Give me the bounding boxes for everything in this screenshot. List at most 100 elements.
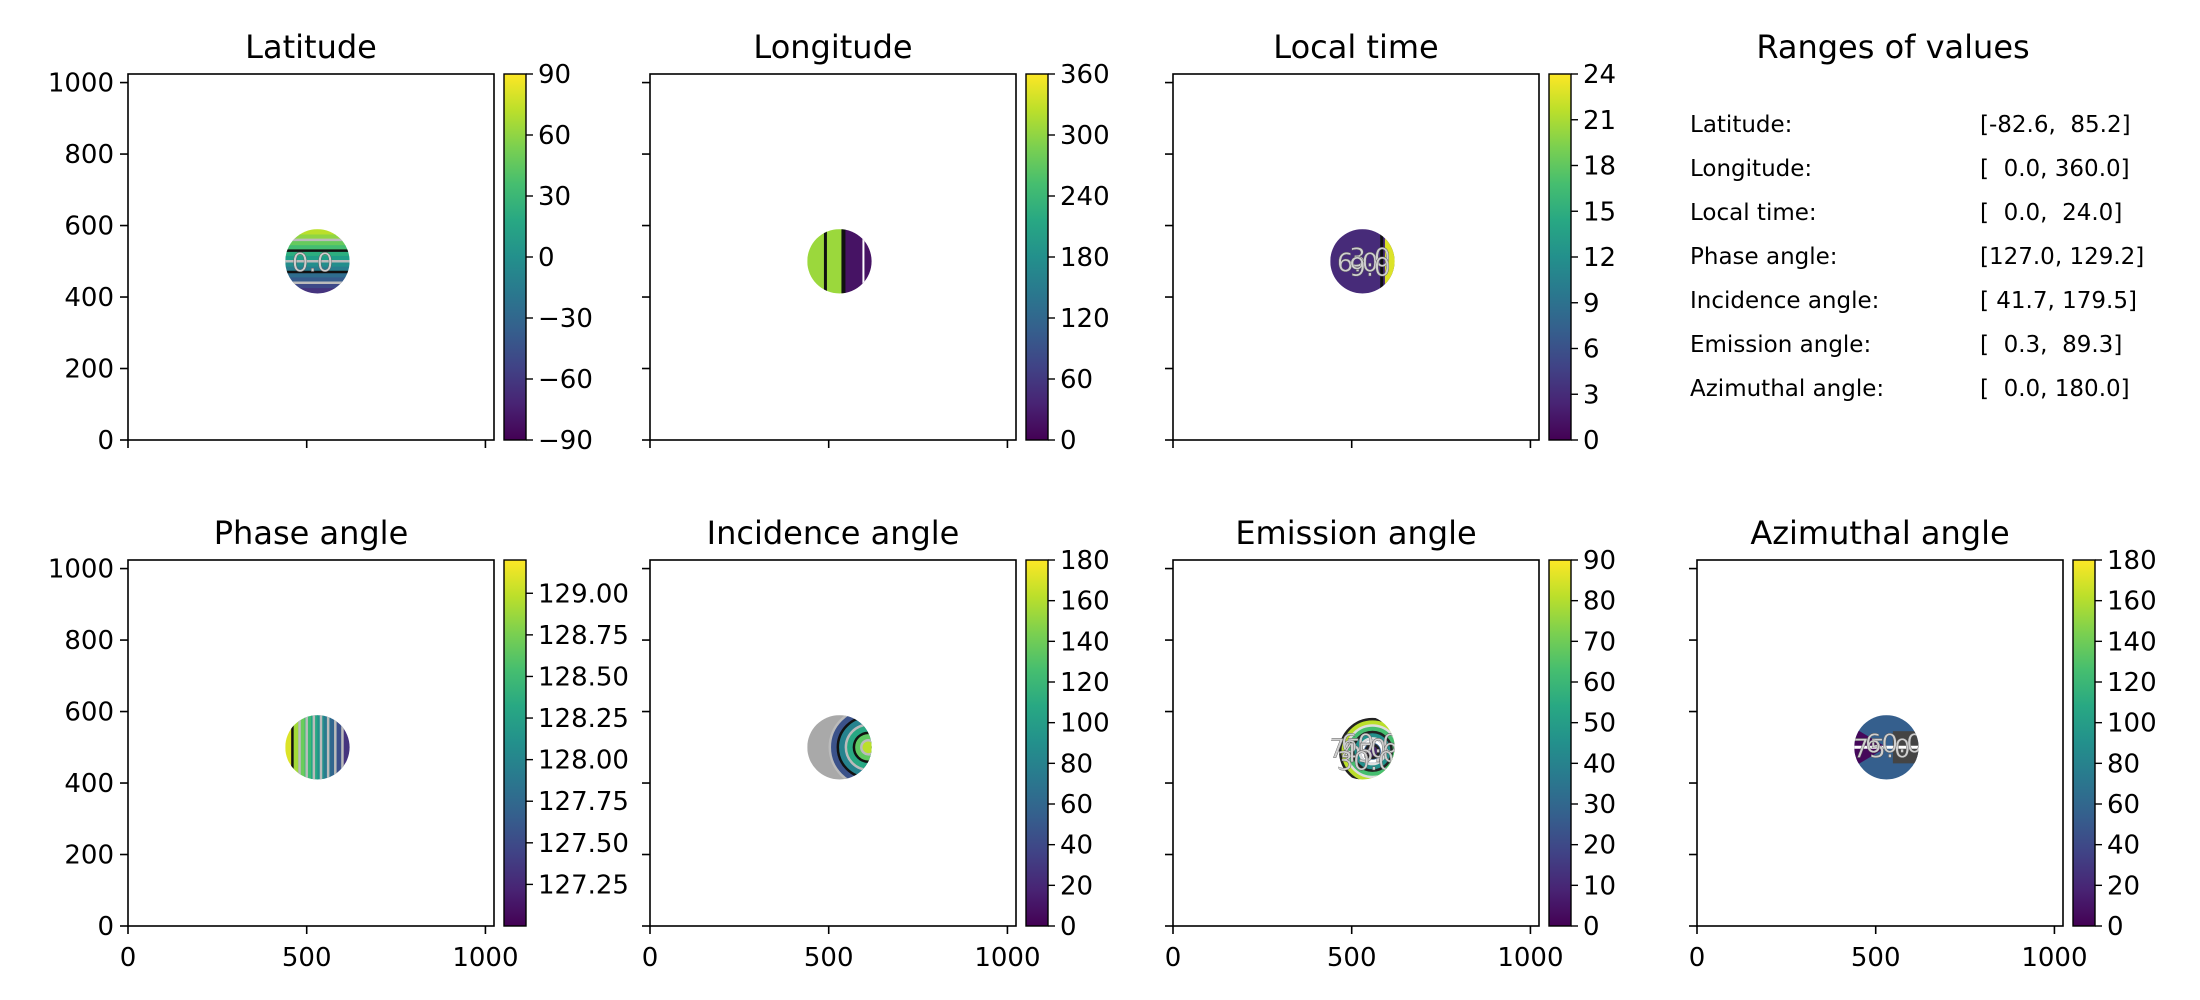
colorbar-tick-label: 30 [1583,790,1616,820]
colorbar-tick-label: 0 [2107,912,2124,942]
colorbar-tick-label: 127.25 [538,870,629,900]
band [336,715,344,780]
colorbar-tick-label: 120 [2107,668,2157,698]
contour-label: 45.0 [1341,739,1399,769]
colorbar-tick-label: 0 [1583,426,1600,456]
colorbar [1548,73,1572,441]
colorbar-tick-label: 90 [1583,546,1616,576]
range-value: [127.0, 129.2] [1980,244,2144,270]
x-tick-label: 0 [1689,943,1706,973]
panel-incidence-angle: Incidence angle 0 500 1000 180 160 140 120 100 80… [642,514,1110,973]
y-tick-label: 0 [97,426,114,456]
band [285,229,350,235]
range-label: Emission angle: [1690,332,1871,358]
colorbar-tick-label: 300 [1060,121,1110,151]
contour-label: 9.0 [1349,253,1390,283]
band [285,266,350,273]
colorbar-tick-label: 129.00 [538,579,629,609]
band [285,272,350,278]
colorbar-tick-label: 6 [1583,335,1600,365]
y-tick-label: 1000 [48,69,114,99]
colorbar-tick-label: 180 [1060,243,1110,273]
colorbar-tick-label: 180 [2107,546,2157,576]
y-tick-label: 200 [64,841,114,871]
contour-label: 75.0 [1853,734,1911,764]
colorbar [1025,73,1049,441]
x-tick-label: 500 [1327,943,1377,973]
colorbar-tick-label: 0 [538,243,555,273]
colorbar-tick-label: 60 [1060,365,1093,395]
axes-frame [649,73,1017,441]
colorbar-tick-label: 128.50 [538,662,629,692]
colorbar-tick-label: 160 [1060,587,1110,617]
planet-disk: 0.0 [285,229,350,294]
range-label: Phase angle: [1690,244,1838,270]
colorbar-tick-label: 128.75 [538,621,629,651]
y-tick-label: 0 [97,912,114,942]
colorbar-tick-label: 50 [1583,709,1616,739]
band [285,282,350,289]
axes-frame [1172,559,1540,927]
axes-frame [649,559,1017,927]
range-label: Latitude: [1690,112,1792,138]
band [285,250,350,257]
colorbar-tick-label: 40 [1060,831,1093,861]
y-tick-label: 400 [64,283,114,313]
contour-label: 30.0 [1337,747,1395,777]
axes-frame [127,73,495,441]
range-value: [ 41.7, 179.5] [1980,288,2137,314]
colorbar-tick-label: 9 [1583,289,1600,319]
localtime-region [1384,229,1395,294]
colorbar-tick-label: 12 [1583,243,1616,273]
x-tick-label: 0 [1165,943,1182,973]
x-tick-label: 1000 [2021,943,2087,973]
colorbar-tick-label: 20 [2107,871,2140,901]
colorbar-tick-label: 120 [1060,668,1110,698]
panel-title: Azimuthal angle [1750,514,2009,552]
colorbar-tick-label: 160 [2107,587,2157,617]
colorbar-tick-label: 40 [1583,749,1616,779]
colorbar-tick-label: 140 [2107,627,2157,657]
panel-title: Incidence angle [707,514,960,552]
colorbar-tick-label: 180 [1060,546,1110,576]
range-value: [-82.6, 85.2] [1980,112,2131,138]
panel-title: Phase angle [214,514,409,552]
colorbar-tick-label: 24 [1583,60,1616,90]
x-tick-label: 500 [804,943,854,973]
colorbar [2072,559,2096,927]
colorbar-tick-label: 80 [1583,587,1616,617]
x-tick-label: 1000 [974,943,1040,973]
range-label: Incidence angle: [1690,288,1879,314]
colorbar [1025,559,1049,927]
band [304,715,312,780]
range-value: [ 0.0, 180.0] [1980,376,2130,402]
longitude-region [843,229,872,294]
range-value: [ 0.3, 89.3] [1980,332,2122,358]
colorbar-tick-label: −30 [538,304,593,334]
contour-label: 75.0 [1329,734,1387,764]
colorbar-tick-label: 80 [1060,749,1093,779]
colorbar-tick-label: 90 [538,60,571,90]
planet-disk [807,229,872,294]
axes-frame [127,559,495,927]
x-tick-label: 0 [642,943,659,973]
range-label: Longitude: [1690,156,1812,182]
planet-disk: 75.060.045.030.0 [1329,717,1399,780]
colorbar-tick-label: 18 [1583,152,1616,182]
panel-phase-angle: Phase angle 0 500 1000 0 200 400 600 800 1000 129.… [48,514,629,973]
band [285,277,350,284]
y-tick-label: 800 [64,626,114,656]
band [343,715,350,780]
colorbar-tick-label: 0 [1060,426,1077,456]
planet-disk [807,715,872,780]
panel-latitude: Latitude 0.0 0 200 400 600 800 1000 90 60 30 0 −30 −6… [48,28,593,456]
colorbar-tick-label: 0 [1583,912,1600,942]
colorbar-tick-label: −90 [538,426,593,456]
colorbar-tick-label: 100 [1060,709,1110,739]
colorbar-tick-label: 240 [1060,182,1110,212]
ranges-title: Ranges of values [1756,28,2029,66]
colorbar-tick-label: 60 [2107,790,2140,820]
panel-local-time: Local time 6.03.09.0 24 21 18 15 12 9 6 3 0 [1165,28,1616,456]
